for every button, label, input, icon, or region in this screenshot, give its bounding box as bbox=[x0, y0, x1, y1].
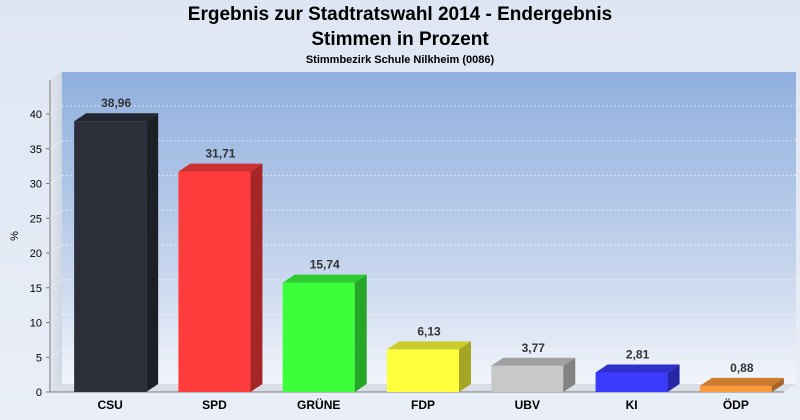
data-label: 6,13 bbox=[417, 324, 441, 338]
x-tick-label: ÖDP bbox=[723, 397, 749, 412]
bar-top bbox=[387, 341, 471, 350]
y-tick-label: 35 bbox=[30, 144, 42, 156]
x-tick-label: KI bbox=[626, 398, 638, 412]
bar-side bbox=[667, 364, 680, 392]
x-tick-label: SPD bbox=[202, 398, 227, 412]
bar-ki: 2,81 bbox=[595, 347, 680, 392]
bar-front bbox=[387, 349, 459, 392]
bar-grüne: 15,74 bbox=[282, 258, 367, 392]
bar-side bbox=[146, 113, 159, 392]
gridline-side bbox=[49, 209, 63, 219]
y-tick-label: 0 bbox=[36, 387, 42, 399]
gridline-side bbox=[49, 314, 63, 323]
y-tick-label: 40 bbox=[30, 109, 42, 121]
bar-side bbox=[563, 357, 576, 392]
y-tick-label: 25 bbox=[30, 213, 42, 225]
bar-side bbox=[250, 163, 263, 392]
data-label: 15,74 bbox=[310, 258, 340, 272]
x-tick-label: UBV bbox=[515, 398, 540, 412]
bar-top bbox=[491, 357, 576, 366]
bar-ödp: 0,88 bbox=[699, 361, 784, 392]
bar-spd: 31,71 bbox=[178, 147, 263, 392]
gridline-side bbox=[49, 140, 63, 150]
bars: 38,96 31,71 15,74 6,13 3,77 2,81 0,88 bbox=[74, 96, 784, 392]
bar-top bbox=[595, 364, 680, 373]
bar-ubv: 3,77 bbox=[491, 341, 576, 392]
gridline-side bbox=[49, 105, 63, 115]
bar-front bbox=[491, 365, 564, 392]
bar-csu: 38,96 bbox=[74, 96, 159, 392]
chart-subtitle: Stimmbezirk Schule Nilkheim (0086) bbox=[305, 54, 495, 66]
bar-front bbox=[282, 282, 355, 392]
data-label: 38,96 bbox=[101, 96, 131, 110]
bar-front bbox=[178, 171, 251, 392]
y-tick-label: 30 bbox=[30, 179, 42, 191]
bar-top bbox=[178, 163, 263, 172]
y-tick-label: 20 bbox=[30, 248, 42, 260]
y-axis: 0 5 10 15 20 25 30 35 40 bbox=[30, 109, 50, 399]
gridline-side bbox=[49, 244, 63, 254]
side-wall bbox=[50, 72, 62, 392]
x-tick-label: FDP bbox=[411, 398, 435, 412]
bar-top bbox=[699, 377, 784, 386]
x-tick-label: CSU bbox=[97, 398, 122, 412]
gridline-side bbox=[49, 348, 63, 358]
bar-front bbox=[74, 121, 147, 392]
y-tick-label: 10 bbox=[30, 318, 42, 330]
bar-side bbox=[354, 274, 367, 392]
bar-top bbox=[282, 274, 367, 283]
data-label: 0,88 bbox=[730, 361, 754, 375]
bar-top bbox=[74, 113, 159, 122]
gridlines bbox=[49, 105, 796, 358]
data-label: 3,77 bbox=[522, 341, 546, 355]
x-axis: CSU SPD GRÜNE FDP UBV KI ÖDP bbox=[97, 397, 748, 412]
bar-front bbox=[699, 385, 772, 392]
chart-title: Ergebnis zur Stadtratswahl 2014 - Enderg… bbox=[187, 4, 613, 25]
data-label: 31,71 bbox=[205, 147, 235, 161]
x-tick-label: GRÜNE bbox=[297, 397, 340, 412]
y-axis-label: % bbox=[9, 231, 21, 241]
gridline-side bbox=[49, 175, 63, 184]
y-tick-label: 15 bbox=[30, 283, 42, 295]
data-label: 2,81 bbox=[626, 347, 650, 361]
bar-side bbox=[459, 341, 471, 392]
bar-front bbox=[595, 372, 668, 392]
gridline-side bbox=[49, 279, 63, 289]
chart-title-line2: Stimmen in Prozent bbox=[311, 29, 489, 50]
y-tick-label: 5 bbox=[36, 352, 42, 364]
bar-side bbox=[771, 377, 784, 392]
bar-fdp: 6,13 bbox=[387, 324, 471, 392]
